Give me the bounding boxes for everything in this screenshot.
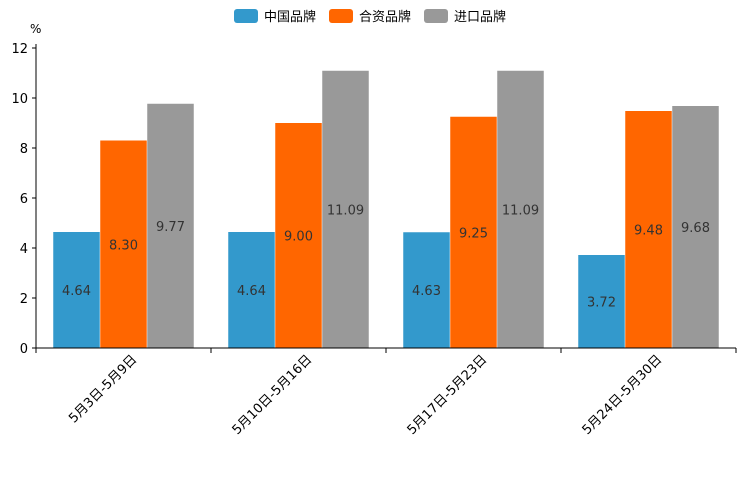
- data-label: 4.63: [412, 284, 441, 299]
- bar: [147, 103, 194, 348]
- x-tick-label: 5月17日-5月23日: [405, 352, 491, 438]
- data-label: 11.09: [502, 203, 539, 218]
- legend-label: 中国品牌: [264, 9, 316, 25]
- x-tick-label: 5月10日-5月16日: [230, 352, 316, 438]
- bar: [450, 116, 497, 348]
- bar: [672, 106, 719, 348]
- x-tick-label: 5月24日-5月30日: [580, 352, 666, 438]
- bar: [578, 255, 625, 348]
- bar: [228, 232, 275, 348]
- data-label: 4.64: [62, 284, 91, 299]
- data-label: 9.77: [156, 220, 185, 235]
- y-tick-label: 12: [11, 42, 28, 57]
- legend-label: 合资品牌: [359, 9, 411, 25]
- x-tick-label: 5月3日-5月9日: [66, 352, 140, 426]
- bar: [275, 123, 322, 348]
- bars: 4.64 8.30 9.77 4.64 9.00 11.09 4.63 9.25 11.09 3.…: [53, 70, 719, 348]
- legend-swatch: [329, 9, 353, 23]
- data-label: 4.64: [237, 284, 266, 299]
- bar: [53, 232, 100, 348]
- legend-swatch: [234, 9, 258, 23]
- legend-swatch: [424, 9, 448, 23]
- legend: 中国品牌 合资品牌 进口品牌: [234, 9, 506, 25]
- y-tick-label: 8: [20, 142, 28, 157]
- x-axis: 5月3日-5月9日 5月10日-5月16日 5月17日-5月23日 5月24日-5月3…: [35, 347, 737, 438]
- data-label: 9.68: [681, 221, 710, 236]
- data-label: 9.48: [634, 224, 663, 239]
- data-label: 3.72: [587, 296, 616, 311]
- bar: [100, 140, 147, 348]
- data-label: 9.25: [459, 226, 488, 241]
- legend-label: 进口品牌: [454, 9, 506, 25]
- data-label: 11.09: [327, 203, 364, 218]
- bar: [625, 111, 672, 348]
- y-axis: 0 2 4 6 8 10 12: [11, 42, 37, 357]
- y-tick-label: 4: [20, 242, 28, 257]
- data-label: 8.30: [109, 238, 138, 253]
- y-axis-unit: %: [30, 22, 41, 36]
- bar: [322, 70, 369, 348]
- bar: [497, 70, 544, 348]
- y-tick-label: 2: [20, 292, 28, 307]
- bar: [403, 232, 450, 348]
- y-tick-label: 0: [20, 342, 28, 357]
- data-label: 9.00: [284, 230, 313, 245]
- y-tick-label: 6: [20, 192, 28, 207]
- y-tick-label: 10: [11, 92, 28, 107]
